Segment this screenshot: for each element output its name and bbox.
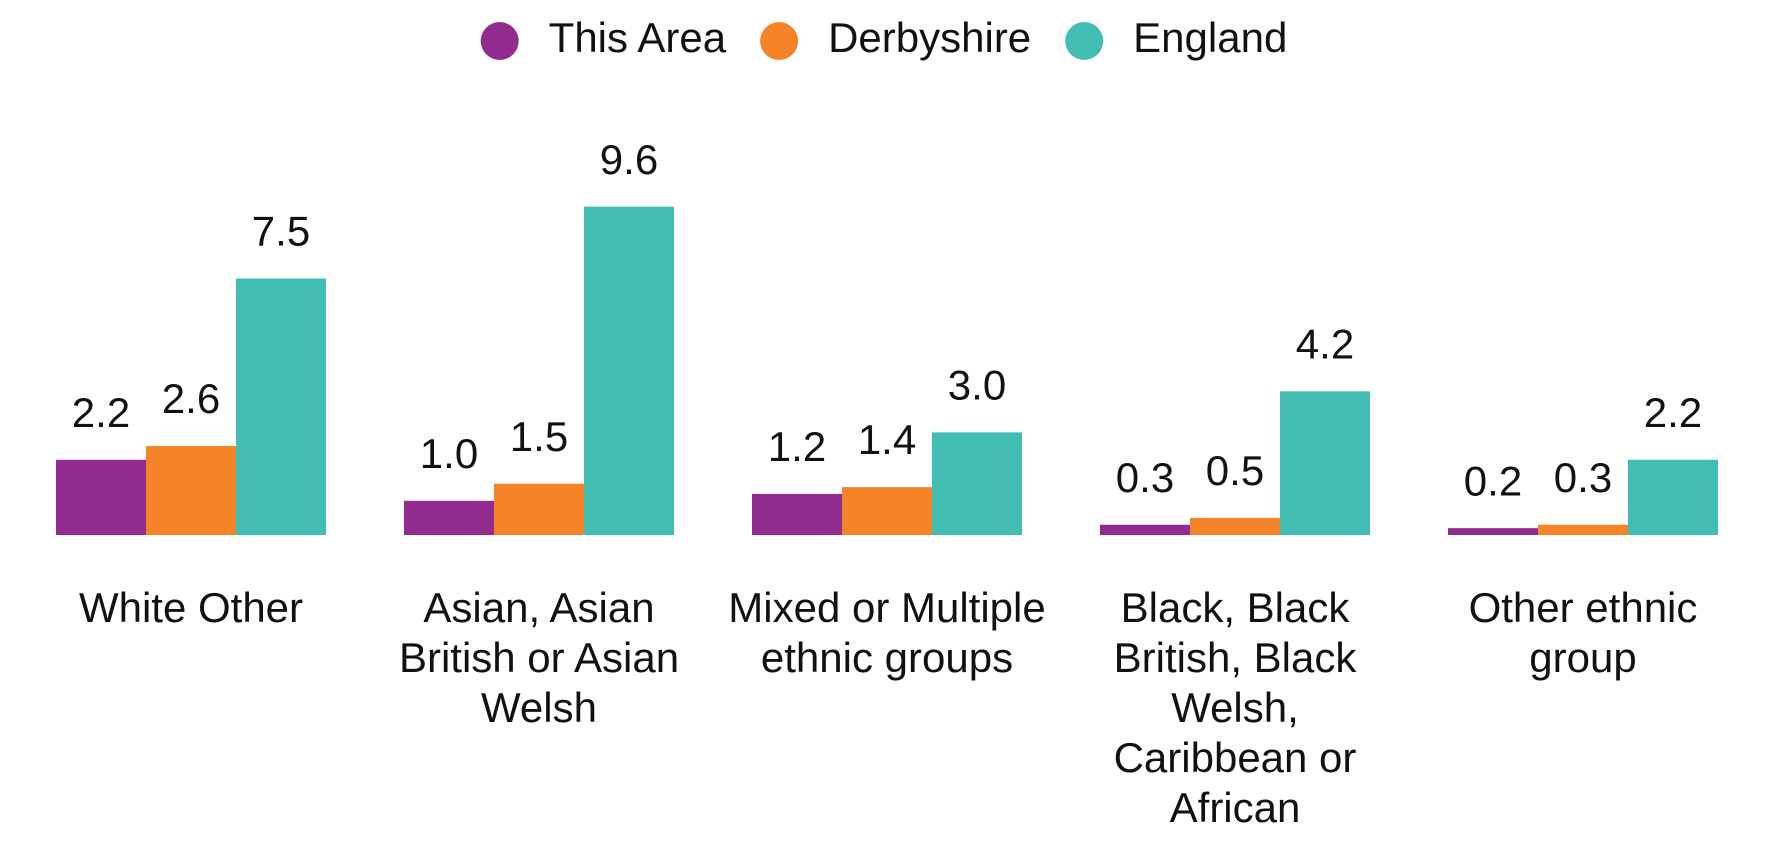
data-label: 4.2 <box>1296 320 1354 367</box>
data-label: 7.5 <box>252 208 310 255</box>
data-label: 0.5 <box>1206 447 1264 494</box>
bar <box>842 487 932 535</box>
bar <box>752 493 842 535</box>
data-label: 3.0 <box>948 361 1006 408</box>
legend-label: England <box>1133 14 1287 61</box>
bar <box>1190 517 1280 535</box>
x-tick-label: Other ethnic group <box>1468 584 1698 681</box>
legend-label: Derbyshire <box>828 14 1031 61</box>
data-label: 0.3 <box>1116 454 1174 501</box>
bar <box>494 483 584 535</box>
legend-marker <box>1065 22 1104 60</box>
bar <box>932 432 1022 535</box>
data-label: 9.6 <box>600 136 658 183</box>
x-tick-label: Asian, Asian British or Asian Welsh <box>398 584 680 731</box>
data-label: 1.5 <box>510 413 568 460</box>
data-label: 1.0 <box>420 430 478 477</box>
data-label: 2.6 <box>162 375 220 422</box>
data-label: 2.2 <box>1644 389 1702 436</box>
data-label: 0.3 <box>1554 454 1612 501</box>
bar <box>56 459 146 535</box>
bar <box>1100 524 1190 535</box>
data-label: 2.2 <box>72 389 130 436</box>
data-label: 1.4 <box>858 416 916 463</box>
legend-marker <box>760 22 799 60</box>
x-tick-label: Mixed or Multiple ethnic groups <box>728 584 1046 681</box>
bar <box>1538 524 1628 535</box>
bar <box>1280 391 1370 535</box>
legend-marker <box>480 22 519 60</box>
data-label: 1.2 <box>768 423 826 470</box>
bar <box>404 500 494 535</box>
bar <box>1448 528 1538 535</box>
data-label: 0.2 <box>1464 457 1522 504</box>
bar <box>236 278 326 535</box>
legend-label: This Area <box>549 14 727 61</box>
bar <box>584 206 674 535</box>
x-tick-label: White Other <box>78 584 304 631</box>
bar <box>146 446 236 535</box>
x-tick-label: Black, Black British, Black Welsh, Carib… <box>1113 584 1357 831</box>
bar <box>1628 459 1718 535</box>
